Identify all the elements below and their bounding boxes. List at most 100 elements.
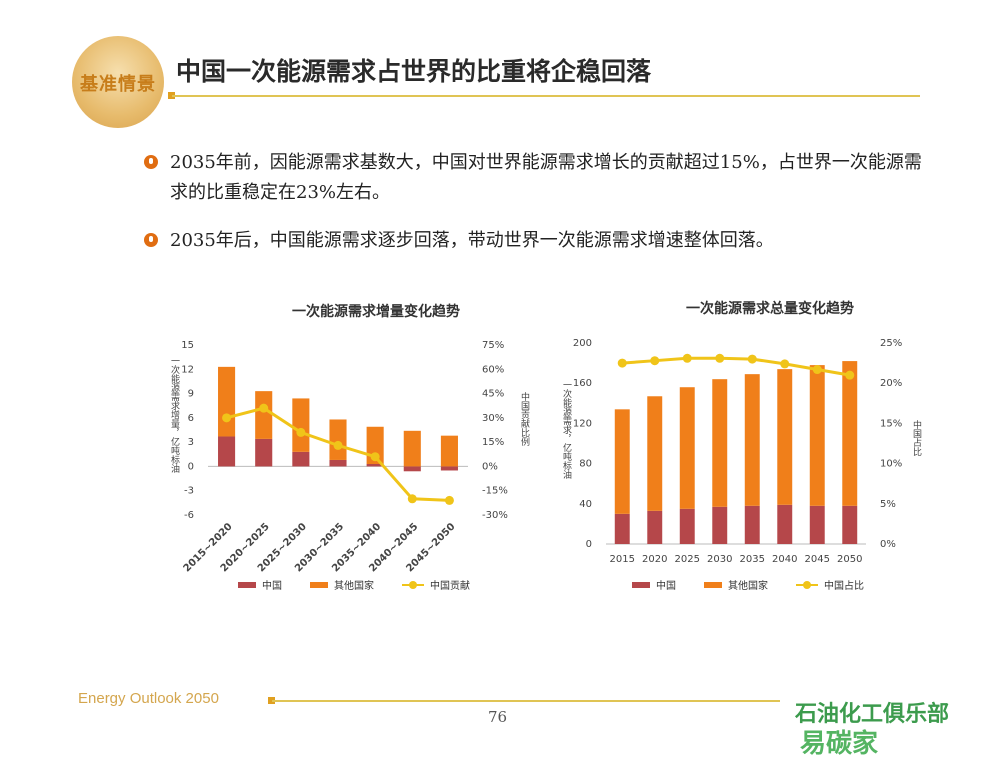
- legend-swatch-china: [632, 581, 650, 588]
- bar-others: [292, 398, 310, 452]
- logo-globe: 基准情景: [72, 36, 164, 128]
- legend-item-others: 其他国家: [310, 577, 374, 592]
- y2-tick-label: 5%: [880, 499, 896, 510]
- y-tick-label: 80: [579, 459, 592, 470]
- y-tick-label: 3: [188, 437, 194, 448]
- bullet-icon: [144, 233, 158, 247]
- watermark-logo-text: 易碳家: [800, 729, 879, 759]
- bar-china: [292, 451, 310, 467]
- y2-tick-label: 25%: [880, 338, 902, 349]
- bar-china: [366, 464, 384, 467]
- y2-tick-label: -15%: [482, 486, 508, 497]
- line-point: [296, 427, 306, 437]
- legend-swatch-china: [238, 581, 256, 588]
- bullet-text: 2035年后，中国能源需求逐步回落，带动世界一次能源需求增速整体回落。: [170, 230, 774, 251]
- bar-china: [255, 438, 273, 467]
- line-point: [682, 353, 692, 363]
- y-tick-label: 0: [188, 461, 194, 472]
- bar-china: [403, 466, 421, 472]
- chart1-increment: 15129630-3-675%60%45%30%15%0%-15%-30%201…: [181, 340, 508, 574]
- legend-item-others: 其他国家: [704, 577, 768, 592]
- line-point: [444, 495, 454, 505]
- bullet-text: 2035年前，因能源需求基数大，中国对世界能源需求增长的贡献超过15%，占世界一…: [170, 152, 922, 203]
- x-tick-label: 2015: [610, 554, 635, 565]
- bar-china: [218, 436, 236, 467]
- legend-swatch-line: [402, 580, 424, 589]
- legend-label: 其他国家: [728, 581, 768, 592]
- line-point: [333, 440, 343, 450]
- page-number: 76: [488, 708, 508, 726]
- chart1-ylabel: 一次能源需求增量，亿吨标油: [169, 356, 179, 473]
- legend-item-line: 中国占比: [796, 577, 864, 592]
- y2-tick-label: 20%: [880, 378, 902, 389]
- bar-others: [842, 361, 858, 506]
- y2-tick-label: 45%: [482, 389, 504, 400]
- legend-swatch-others: [704, 581, 722, 588]
- bar-others: [744, 374, 760, 506]
- bar-china: [440, 466, 458, 471]
- footer-rule: [272, 700, 780, 702]
- y2-tick-label: 0%: [880, 539, 896, 550]
- y2-tick-label: 0%: [482, 461, 498, 472]
- legend-swatch-others: [310, 581, 328, 588]
- line-point: [259, 403, 269, 413]
- y-tick-label: -6: [184, 510, 194, 521]
- chart2-y2label: 中国占比: [911, 420, 921, 456]
- x-tick-label: 2050: [837, 554, 862, 565]
- chart1-y2label: 中国贡献比例: [519, 392, 529, 446]
- page-title: 中国一次能源需求占世界的比重将企稳回落: [176, 57, 652, 86]
- line-point: [650, 356, 660, 366]
- legend-label: 中国: [262, 581, 282, 592]
- bar-others: [614, 409, 630, 514]
- bullet-icon: [144, 155, 158, 169]
- x-tick-label: 2025: [675, 554, 700, 565]
- line-point: [370, 452, 380, 462]
- legend-label: 中国: [656, 581, 676, 592]
- bar-china: [614, 513, 630, 544]
- bar-others: [809, 365, 825, 506]
- line-point: [715, 353, 725, 363]
- y-tick-label: 9: [188, 389, 194, 400]
- line-point: [747, 354, 757, 364]
- bar-others: [255, 391, 273, 439]
- bar-others: [777, 369, 793, 505]
- x-tick-label: 2035: [740, 554, 765, 565]
- y-tick-label: 160: [573, 378, 592, 389]
- legend-swatch-line: [796, 580, 818, 589]
- footer-brand: Energy Outlook 2050: [78, 690, 219, 707]
- chart2-title: 一次能源需求总量变化趋势: [686, 301, 854, 317]
- bar-china: [679, 508, 695, 544]
- bar-others: [712, 379, 728, 507]
- y-tick-label: 12: [181, 364, 194, 375]
- chart2-ylabel: 一次能源需求，亿吨标油: [561, 380, 571, 479]
- bar-china: [647, 510, 663, 544]
- bar-others: [440, 435, 458, 467]
- line-point: [407, 494, 417, 504]
- bar-china: [744, 505, 760, 544]
- y-tick-label: 6: [188, 413, 194, 424]
- bar-others: [403, 430, 421, 467]
- line-point: [845, 370, 855, 380]
- y2-tick-label: 15%: [482, 437, 504, 448]
- bar-others: [329, 419, 347, 460]
- line-point: [812, 365, 822, 375]
- bullet-1: 2035年前，因能源需求基数大，中国对世界能源需求增长的贡献超过15%，占世界一…: [144, 148, 924, 208]
- y-tick-label: 15: [181, 340, 194, 351]
- logo-label: 基准情景: [80, 74, 156, 95]
- bar-others: [647, 396, 663, 511]
- y2-tick-label: -30%: [482, 510, 508, 521]
- chart2-total: 200 160 120 80 40 0 25% 20% 15% 10% 5% 0% 2015 2020 20…: [573, 338, 902, 565]
- legend-label: 中国占比: [824, 581, 864, 592]
- x-tick-label: 2020: [642, 554, 667, 565]
- bar-china: [809, 505, 825, 544]
- bar-china: [842, 505, 858, 544]
- title-rule: [172, 95, 920, 97]
- line-point: [780, 359, 790, 369]
- legend-item-line: 中国贡献: [402, 577, 470, 592]
- y2-tick-label: 15%: [880, 418, 902, 429]
- bullet-2: 2035年后，中国能源需求逐步回落，带动世界一次能源需求增速整体回落。: [144, 226, 924, 256]
- y2-tick-label: 60%: [482, 364, 504, 375]
- y-tick-label: 200: [573, 338, 592, 349]
- line-point: [617, 358, 627, 368]
- line-series: [622, 356, 851, 377]
